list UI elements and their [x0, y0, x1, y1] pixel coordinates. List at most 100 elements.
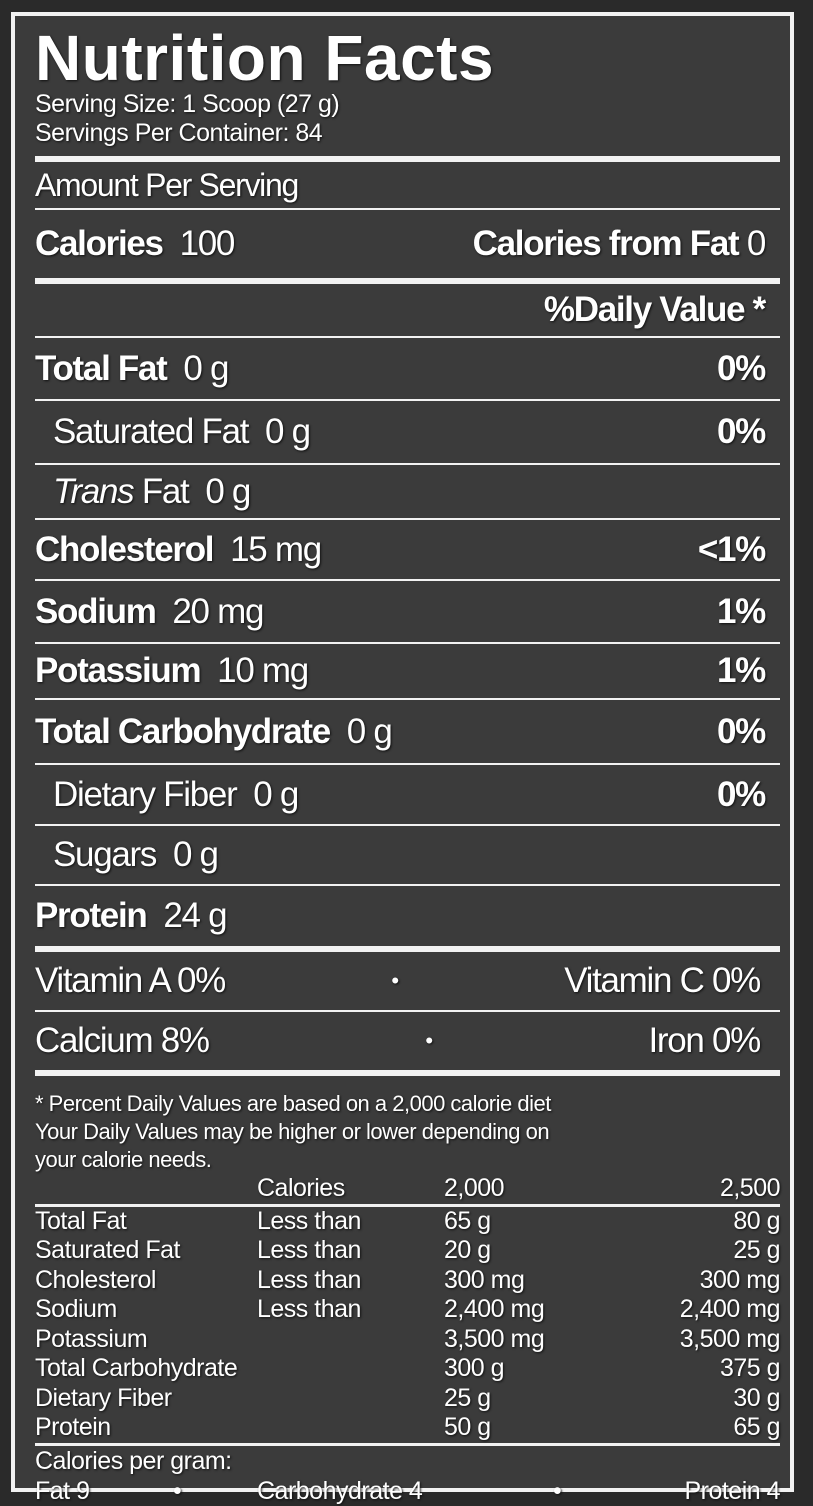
divider: [35, 399, 780, 401]
ref-cell: Cholesterol: [35, 1265, 156, 1294]
nutrient-row: Potassium 10 mg 1%: [35, 644, 780, 698]
vitamin-row: Calcium 8% • Iron 0%: [35, 1012, 780, 1070]
nutrient-amount: 24 g: [163, 896, 227, 935]
calories-per-gram-row: Fat 9 • Carbohydrate 4 • Protein 4: [35, 1476, 780, 1506]
ref-cell: [257, 1325, 444, 1355]
divider: [35, 642, 780, 644]
calories-per-gram-label: Calories per gram:: [35, 1446, 232, 1475]
ref-cell: Less than: [257, 1265, 361, 1294]
serving-size: Serving Size: 1 Scoop (27 g): [35, 90, 340, 118]
amount-per-serving: Amount Per Serving: [35, 162, 780, 208]
ref-cell: 20 g: [444, 1236, 491, 1264]
label-title: Nutrition Facts: [35, 22, 495, 94]
reference-row: Cholesterol Less than 300 mg 300 mg: [35, 1265, 781, 1296]
ref-cell: 50 g: [444, 1413, 491, 1441]
reference-row: Total Carbohydrate 300 g 375 g: [35, 1354, 781, 1384]
ref-cell: Potassium: [35, 1324, 148, 1353]
ref-cell: 2,400 mg: [444, 1295, 545, 1323]
reference-row: Protein 50 g 65 g: [35, 1413, 781, 1443]
ref-cell: Sodium: [35, 1295, 117, 1323]
ref-cell: 65 g: [733, 1413, 780, 1441]
bullet-separator: •: [173, 1476, 182, 1505]
vitamin-value: Vitamin A 0%: [35, 961, 226, 1000]
ref-cell: 375 g: [719, 1354, 781, 1382]
nutrient-name-amount: Dietary Fiber 0 g: [53, 774, 299, 815]
nutrient-row: Sugars 0 g: [35, 826, 780, 884]
divider: [35, 208, 780, 210]
nutrient-amount: 15 mg: [230, 529, 322, 569]
vitamin-value: Vitamin C 0%: [564, 961, 761, 1000]
divider: [35, 579, 780, 581]
nutrient-daily-value: 0%: [717, 711, 766, 751]
nutrient-amount: 20 mg: [172, 591, 264, 631]
nutrient-amount: 0 g: [172, 835, 219, 874]
ref-cell: Saturated Fat: [35, 1236, 180, 1264]
nutrient-daily-value: 0%: [717, 348, 766, 388]
nutrient-name-amount: Sodium 20 mg: [35, 591, 264, 632]
nutrient-label: Sodium: [35, 591, 157, 631]
divider: [35, 946, 780, 952]
divider: [35, 824, 780, 826]
ref-cell: 80 g: [733, 1206, 780, 1235]
nutrient-daily-value: 1%: [717, 651, 766, 690]
reference-row: Sodium Less than 2,400 mg 2,400 mg: [35, 1295, 781, 1325]
ref-cell: 300 g: [444, 1354, 505, 1382]
calories-from-fat-label: Calories from Fat: [472, 224, 740, 263]
nutrient-daily-value: 0%: [717, 412, 766, 451]
daily-value-header-text: %Daily Value *: [543, 290, 766, 329]
nutrient-amount: 0 g: [265, 412, 311, 451]
calories-value: 100: [179, 224, 236, 263]
nutrient-row: Trans Fat 0 g: [35, 465, 780, 518]
ref-cell: [257, 1413, 444, 1443]
divider: [35, 763, 780, 765]
nutrient-label: Dietary Fiber: [53, 774, 238, 814]
calories-row: Calories 100 Calories from Fat 0: [35, 210, 780, 278]
ref-header-cell: 2,000: [444, 1174, 505, 1202]
carb-per-gram: Carbohydrate 4: [257, 1476, 423, 1505]
ref-cell: Less than: [257, 1206, 361, 1235]
nutrient-amount: 0 g: [205, 471, 251, 511]
footnote-1: * Percent Daily Values are based on a 2,…: [35, 1091, 551, 1116]
divider: [35, 278, 780, 284]
nutrient-name-amount: Trans Fat 0 g: [53, 471, 251, 512]
footnote-2: Your Daily Values may be higher or lower…: [35, 1119, 550, 1144]
nutrient-amount: 0 g: [253, 774, 299, 814]
nutrient-row: Cholesterol 15 mg <1%: [35, 520, 780, 579]
ref-header-cell: [35, 1174, 257, 1205]
ref-cell: [257, 1354, 444, 1384]
nutrient-row: Saturated Fat 0 g 0%: [35, 401, 780, 463]
nutrient-amount: 0 g: [183, 348, 229, 388]
nutrient-label: Trans: [53, 471, 135, 511]
ref-header-cell: Calories: [257, 1174, 345, 1202]
nutrient-label: Potassium: [35, 651, 202, 690]
ref-cell: 3,500 mg: [444, 1324, 545, 1353]
nutrient-amount: 0 g: [346, 711, 393, 751]
divider: [35, 698, 780, 700]
calories-from-fat-value: 0: [746, 224, 766, 263]
reference-table: Calories 2,000 2,500 Total Fat Less than 6…: [35, 1174, 781, 1443]
ref-cell: 25 g: [444, 1383, 491, 1412]
nutrient-label: Sugars: [53, 835, 157, 874]
ref-cell: Total Carbohydrate: [35, 1354, 238, 1382]
nutrient-label-suffix: Fat: [141, 471, 190, 511]
divider: [35, 1010, 780, 1012]
divider: [35, 463, 780, 465]
ref-cell: 300 mg: [699, 1265, 781, 1294]
ref-cell: 30 g: [733, 1383, 780, 1412]
nutrient-daily-value: <1%: [697, 529, 766, 569]
nutrient-row: Protein 24 g: [35, 886, 780, 946]
nutrient-name-amount: Sugars 0 g: [53, 835, 219, 875]
reference-row: Saturated Fat Less than 20 g 25 g: [35, 1236, 781, 1266]
nutrient-name-amount: Total Fat 0 g: [35, 348, 229, 389]
divider: [35, 156, 780, 162]
nutrient-list: Total Fat 0 g 0% Saturated Fat 0 g 0% Trans …: [35, 338, 780, 946]
nutrient-daily-value: 0%: [717, 774, 766, 814]
ref-header-cell: 2,500: [719, 1174, 781, 1202]
nutrient-label: Total Carbohydrate: [35, 711, 331, 751]
reference-row: Total Fat Less than 65 g 80 g: [35, 1205, 781, 1236]
vitamin-list: Vitamin A 0% • Vitamin C 0% Calcium 8% • Iron…: [35, 952, 780, 1070]
vitamin-value: Calcium 8%: [35, 1021, 210, 1060]
nutrient-name-amount: Total Carbohydrate 0 g: [35, 711, 393, 752]
nutrient-label: Total Fat: [35, 348, 168, 388]
bullet-separator: •: [425, 1028, 433, 1053]
